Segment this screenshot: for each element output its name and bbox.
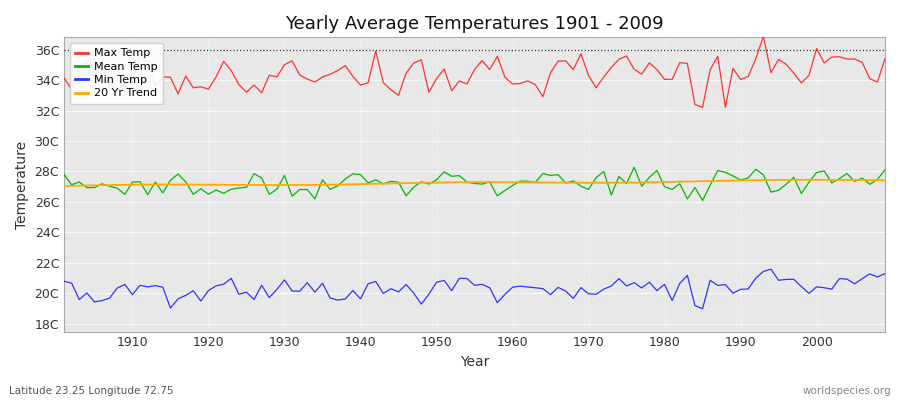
Y-axis label: Temperature: Temperature (15, 140, 29, 228)
Text: worldspecies.org: worldspecies.org (803, 386, 891, 396)
Text: Latitude 23.25 Longitude 72.75: Latitude 23.25 Longitude 72.75 (9, 386, 174, 396)
Title: Yearly Average Temperatures 1901 - 2009: Yearly Average Temperatures 1901 - 2009 (285, 15, 664, 33)
Legend: Max Temp, Mean Temp, Min Temp, 20 Yr Trend: Max Temp, Mean Temp, Min Temp, 20 Yr Tre… (69, 43, 163, 104)
X-axis label: Year: Year (460, 355, 490, 369)
